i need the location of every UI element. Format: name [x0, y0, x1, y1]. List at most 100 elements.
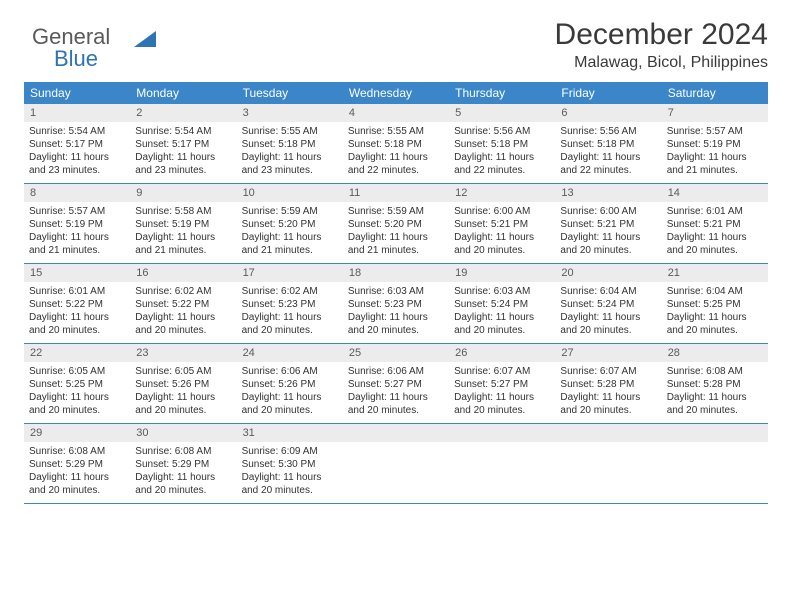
sunset-text: Sunset: 5:26 PM [135, 378, 231, 391]
week-row: Sunrise: 6:01 AMSunset: 5:22 PMDaylight:… [24, 282, 768, 344]
daylight-text: and 20 minutes. [454, 244, 550, 257]
daylight-text: Daylight: 11 hours [135, 391, 231, 404]
day-cell [343, 442, 449, 503]
daylight-text: Daylight: 11 hours [242, 151, 338, 164]
day-number: 13 [555, 184, 661, 202]
daylight-text: and 20 minutes. [29, 484, 125, 497]
daylight-text: Daylight: 11 hours [348, 231, 444, 244]
daylight-text: Daylight: 11 hours [29, 471, 125, 484]
daylight-text: and 20 minutes. [29, 404, 125, 417]
daylight-text: and 21 minutes. [135, 244, 231, 257]
day-number: 14 [662, 184, 768, 202]
daylight-text: and 23 minutes. [242, 164, 338, 177]
week-row: Sunrise: 6:08 AMSunset: 5:29 PMDaylight:… [24, 442, 768, 504]
sunset-text: Sunset: 5:18 PM [560, 138, 656, 151]
daylight-text: Daylight: 11 hours [560, 151, 656, 164]
calendar: Sunday Monday Tuesday Wednesday Thursday… [24, 82, 768, 504]
sunrise-text: Sunrise: 6:04 AM [667, 285, 763, 298]
weekday-header: Tuesday [237, 82, 343, 104]
sunrise-text: Sunrise: 5:58 AM [135, 205, 231, 218]
day-number: 12 [449, 184, 555, 202]
day-cell: Sunrise: 6:06 AMSunset: 5:27 PMDaylight:… [343, 362, 449, 423]
day-cell: Sunrise: 5:54 AMSunset: 5:17 PMDaylight:… [24, 122, 130, 183]
sunset-text: Sunset: 5:28 PM [667, 378, 763, 391]
day-number: 10 [237, 184, 343, 202]
sunset-text: Sunset: 5:19 PM [667, 138, 763, 151]
day-number: 16 [130, 264, 236, 282]
sunrise-text: Sunrise: 6:02 AM [135, 285, 231, 298]
day-number [662, 424, 768, 442]
weekday-header: Friday [555, 82, 661, 104]
day-cell [555, 442, 661, 503]
sunset-text: Sunset: 5:17 PM [29, 138, 125, 151]
day-number: 25 [343, 344, 449, 362]
weekday-header: Wednesday [343, 82, 449, 104]
sunrise-text: Sunrise: 6:08 AM [29, 445, 125, 458]
day-number: 24 [237, 344, 343, 362]
daylight-text: Daylight: 11 hours [135, 311, 231, 324]
sunset-text: Sunset: 5:19 PM [135, 218, 231, 231]
sunset-text: Sunset: 5:21 PM [454, 218, 550, 231]
daylight-text: Daylight: 11 hours [667, 391, 763, 404]
sunrise-text: Sunrise: 6:03 AM [348, 285, 444, 298]
day-cell: Sunrise: 6:01 AMSunset: 5:21 PMDaylight:… [662, 202, 768, 263]
weekday-header: Monday [130, 82, 236, 104]
sunrise-text: Sunrise: 6:06 AM [242, 365, 338, 378]
week-row: Sunrise: 6:05 AMSunset: 5:25 PMDaylight:… [24, 362, 768, 424]
sunrise-text: Sunrise: 6:08 AM [667, 365, 763, 378]
weekday-header: Saturday [662, 82, 768, 104]
sunrise-text: Sunrise: 5:55 AM [242, 125, 338, 138]
daylight-text: Daylight: 11 hours [667, 311, 763, 324]
daylight-text: Daylight: 11 hours [667, 151, 763, 164]
sunrise-text: Sunrise: 6:04 AM [560, 285, 656, 298]
daylight-text: Daylight: 11 hours [454, 231, 550, 244]
daylight-text: and 20 minutes. [242, 324, 338, 337]
day-cell: Sunrise: 5:59 AMSunset: 5:20 PMDaylight:… [237, 202, 343, 263]
sunrise-text: Sunrise: 6:09 AM [242, 445, 338, 458]
week-row: Sunrise: 5:54 AMSunset: 5:17 PM Daylight:… [24, 122, 768, 184]
daylight-text: and 20 minutes. [242, 484, 338, 497]
sunrise-text: Sunrise: 6:07 AM [454, 365, 550, 378]
day-cell: Sunrise: 5:57 AMSunset: 5:19 PMDaylight:… [662, 122, 768, 183]
sunrise-text: Sunrise: 6:03 AM [454, 285, 550, 298]
day-cell [449, 442, 555, 503]
day-cell [662, 442, 768, 503]
sunset-text: Sunset: 5:22 PM [135, 298, 231, 311]
sunset-text: Sunset: 5:18 PM [242, 138, 338, 151]
sunset-text: Sunset: 5:22 PM [29, 298, 125, 311]
day-cell: Sunrise: 6:09 AMSunset: 5:30 PMDaylight:… [237, 442, 343, 503]
day-number-row: 22232425262728 [24, 344, 768, 362]
daylight-text: and 20 minutes. [242, 404, 338, 417]
day-cell: Sunrise: 6:00 AMSunset: 5:21 PMDaylight:… [555, 202, 661, 263]
logo-text: General Blue [32, 24, 110, 72]
day-cell: Sunrise: 6:01 AMSunset: 5:22 PMDaylight:… [24, 282, 130, 343]
sunset-text: Sunset: 5:21 PM [560, 218, 656, 231]
day-number: 7 [662, 104, 768, 122]
day-cell: Sunrise: 6:08 AMSunset: 5:29 PMDaylight:… [130, 442, 236, 503]
sunset-text: Sunset: 5:20 PM [242, 218, 338, 231]
daylight-text: and 22 minutes. [348, 164, 444, 177]
daylight-text: Daylight: 11 hours [29, 391, 125, 404]
daylight-text: and 21 minutes. [242, 244, 338, 257]
daylight-text: and 22 minutes. [560, 164, 656, 177]
daylight-text: and 20 minutes. [454, 324, 550, 337]
day-number: 6 [555, 104, 661, 122]
daylight-text: Daylight: 11 hours [454, 151, 550, 164]
daylight-text: Daylight: 11 hours [135, 151, 231, 164]
daylight-text: Daylight: 11 hours [29, 231, 125, 244]
day-number: 26 [449, 344, 555, 362]
day-cell: Sunrise: 6:07 AMSunset: 5:28 PMDaylight:… [555, 362, 661, 423]
day-number: 1 [24, 104, 130, 122]
sunrise-text: Sunrise: 5:54 AM [29, 125, 125, 138]
sunrise-text: Sunrise: 5:56 AM [560, 125, 656, 138]
daylight-text: and 21 minutes. [667, 164, 763, 177]
day-cell: Sunrise: 5:57 AMSunset: 5:19 PMDaylight:… [24, 202, 130, 263]
day-cell: Sunrise: 5:54 AMSunset: 5:17 PMDaylight:… [130, 122, 236, 183]
daylight-text: Daylight: 11 hours [560, 311, 656, 324]
day-number: 5 [449, 104, 555, 122]
day-number-row: 1234567 [24, 104, 768, 122]
sunset-text: Sunset: 5:20 PM [348, 218, 444, 231]
sunset-text: Sunset: 5:23 PM [242, 298, 338, 311]
daylight-text: and 20 minutes. [135, 404, 231, 417]
sunrise-text: Sunrise: 6:06 AM [348, 365, 444, 378]
